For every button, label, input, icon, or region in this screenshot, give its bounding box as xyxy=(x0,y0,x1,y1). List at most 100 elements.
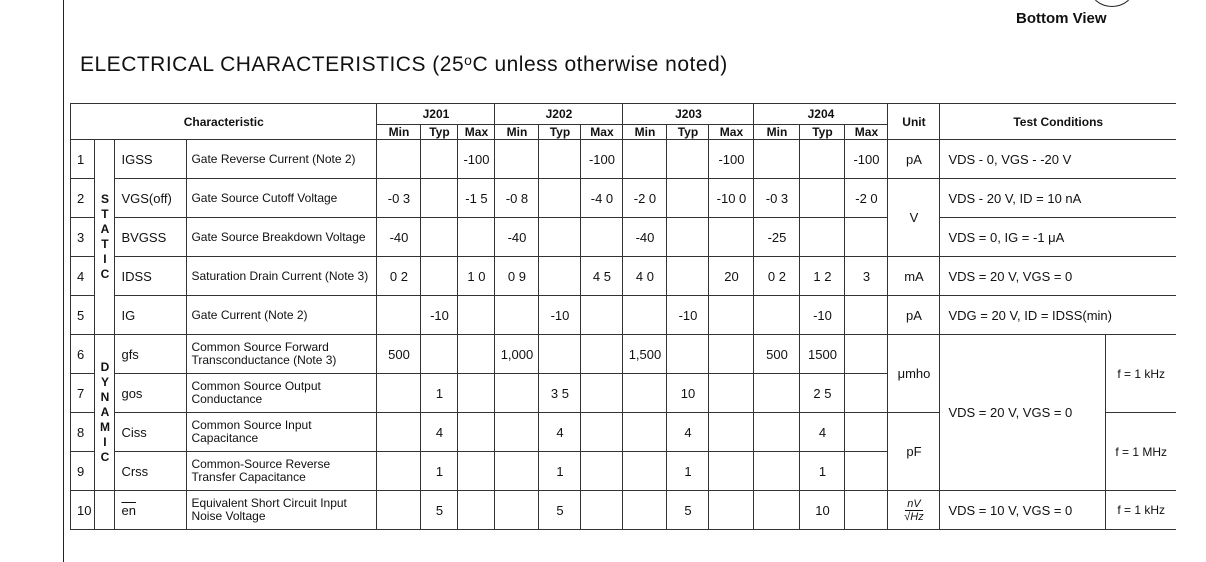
value-cell xyxy=(457,334,496,374)
value-cell xyxy=(457,490,496,530)
value-cell xyxy=(666,334,710,374)
parameter-description: Saturation Drain Current (Note 3) xyxy=(186,256,378,296)
value-cell: 4 xyxy=(666,412,710,452)
value-cell: -2 0 xyxy=(844,178,889,218)
value-cell xyxy=(844,334,889,374)
table-row: 9 Crss Common-Source Reverse Transfer Ca… xyxy=(69,451,1176,491)
electrical-characteristics-table: Characteristic J201 J202 J203 J204 Unit … xyxy=(69,103,1176,530)
heading-text: ELECTRICAL CHARACTERISTICS (25 xyxy=(80,53,465,76)
value-cell xyxy=(420,178,459,218)
parameter-description: Equivalent Short Circuit Input Noise Vol… xyxy=(186,490,378,530)
value-cell: -10 xyxy=(538,295,582,335)
table-row: 6 D Y N A M I C gfs Common Source Forwar… xyxy=(69,334,1176,491)
value-cell: -1 5 xyxy=(457,178,496,218)
unit-cell: mA xyxy=(887,256,941,296)
value-cell xyxy=(494,373,540,413)
value-cell xyxy=(457,451,496,491)
value-cell: 1,500 xyxy=(622,334,668,374)
value-cell xyxy=(622,412,668,452)
test-condition-cell: VDS = 10 V, VGS = 0 xyxy=(939,490,1107,530)
parameter-description: Common Source Output Conductance xyxy=(186,373,378,413)
value-cell xyxy=(844,217,889,257)
value-cell: 500 xyxy=(753,334,801,374)
value-cell: -0 3 xyxy=(376,178,422,218)
value-cell xyxy=(457,373,496,413)
unit-header: Unit xyxy=(887,103,941,140)
unit-cell: V xyxy=(887,178,941,257)
row-number: 9 xyxy=(69,451,95,491)
value-cell xyxy=(494,139,540,179)
heading-text-rest: C unless otherwise noted) xyxy=(472,53,728,76)
test-condition-cell: VDS = 0, IG = -1 μA xyxy=(939,217,1176,257)
bottom-view-label: Bottom View xyxy=(1016,10,1107,27)
row-number: 6 xyxy=(69,334,95,374)
row-number: 8 xyxy=(69,412,95,452)
value-cell: -100 xyxy=(844,139,889,179)
value-cell xyxy=(457,217,496,257)
value-cell xyxy=(753,373,801,413)
value-cell xyxy=(622,295,668,335)
value-cell: 10 xyxy=(799,490,846,530)
parameter-symbol: gos xyxy=(114,373,187,413)
value-cell xyxy=(622,490,668,530)
parameter-symbol: IDSS xyxy=(114,256,187,296)
value-cell: 10 xyxy=(666,373,710,413)
value-cell xyxy=(753,451,801,491)
subcol-typ: Typ xyxy=(666,124,710,140)
table-row: 4 IDSS Saturation Drain Current (Note 3)… xyxy=(69,256,1176,296)
frequency-cell: f = 1 kHz xyxy=(1105,490,1176,530)
value-cell xyxy=(753,490,801,530)
test-condition-cell: VDS - 0, VGS - -20 V xyxy=(939,139,1176,179)
value-cell: -10 xyxy=(666,295,710,335)
unit-cell: μmho xyxy=(887,334,941,413)
value-cell: 5 xyxy=(420,490,459,530)
parameter-description: Common Source Forward Transconductance (… xyxy=(186,334,378,374)
value-cell: 1 xyxy=(420,451,459,491)
subcol-typ: Typ xyxy=(538,124,582,140)
static-group-label: S T A T I C xyxy=(94,139,116,335)
value-cell: 3 5 xyxy=(538,373,582,413)
table-row: 5 IG Gate Current (Note 2) -10 -10 -10 -… xyxy=(69,295,1176,335)
device-header-j201: J201 xyxy=(376,103,496,125)
test-condition-cell: VDS = 20 V, VGS = 0 xyxy=(939,256,1176,296)
value-cell xyxy=(844,490,889,530)
parameter-symbol: Ciss xyxy=(114,412,187,452)
parameter-symbol: Crss xyxy=(114,451,187,491)
value-cell xyxy=(580,217,624,257)
value-cell xyxy=(666,139,710,179)
value-cell xyxy=(376,139,422,179)
value-cell: 5 xyxy=(538,490,582,530)
frequency-cell: f = 1 kHz xyxy=(1105,334,1176,413)
value-cell xyxy=(376,451,422,491)
value-cell xyxy=(753,412,801,452)
value-cell: 1 xyxy=(420,373,459,413)
section-heading: ELECTRICAL CHARACTERISTICS (25oC unless … xyxy=(80,52,728,77)
subcol-min: Min xyxy=(494,124,540,140)
test-conditions-header: Test Conditions xyxy=(939,103,1176,140)
value-cell xyxy=(538,256,582,296)
table-row: 10 en Equivalent Short Circuit Input Noi… xyxy=(69,490,1176,530)
value-cell xyxy=(580,451,624,491)
value-cell xyxy=(666,256,710,296)
value-cell xyxy=(376,295,422,335)
parameter-symbol: en xyxy=(114,490,187,530)
value-cell: 4 0 xyxy=(622,256,668,296)
value-cell xyxy=(494,412,540,452)
value-cell xyxy=(420,217,459,257)
value-cell xyxy=(457,295,496,335)
value-cell: 4 xyxy=(799,412,846,452)
row-number: 10 xyxy=(69,490,95,530)
value-cell xyxy=(580,295,624,335)
value-cell xyxy=(580,490,624,530)
value-cell xyxy=(708,412,755,452)
value-cell: -100 xyxy=(580,139,624,179)
unit-numerator: nV xyxy=(905,497,923,511)
value-cell: -100 xyxy=(708,139,755,179)
table-row: 8 Ciss Common Source Input Capacitance 4… xyxy=(69,412,1176,491)
value-cell: 1500 xyxy=(799,334,846,374)
value-cell xyxy=(708,295,755,335)
parameter-symbol: BVGSS xyxy=(114,217,187,257)
subcol-typ: Typ xyxy=(420,124,459,140)
test-condition-cell: VDS - 20 V, ID = 10 nA xyxy=(939,178,1176,218)
package-outline-graphic xyxy=(1090,0,1134,7)
